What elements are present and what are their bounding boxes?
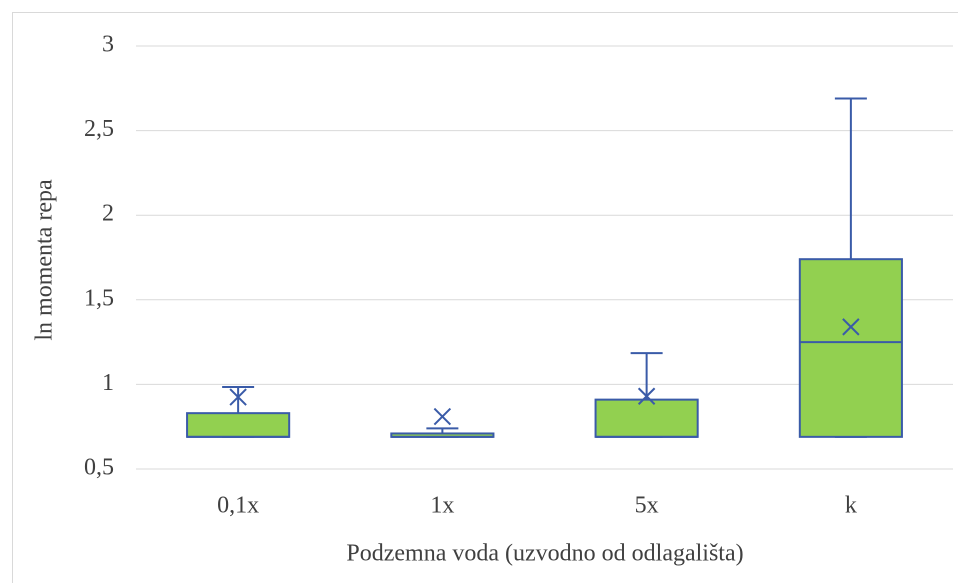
mean-marker <box>433 407 452 426</box>
y-tick-label: 2,5 <box>84 116 114 142</box>
y-tick-label: 0,5 <box>84 455 114 481</box>
x-tick-label: 5x <box>635 493 659 519</box>
x-axis-label: Podzemna voda (uzvodno od odlagališta) <box>346 541 743 567</box>
y-axis-label: ln momenta repa <box>32 179 58 341</box>
mean-marker <box>637 387 656 405</box>
box <box>594 398 699 438</box>
box <box>798 258 903 438</box>
y-tick-label: 2 <box>102 201 114 227</box>
y-tick-label: 3 <box>102 32 114 58</box>
mean-marker <box>842 318 860 336</box>
y-tick-label: 1 <box>102 370 114 396</box>
x-tick-label: k <box>845 493 857 519</box>
mean-marker <box>229 388 247 406</box>
x-tick-label: 0,1x <box>217 493 259 519</box>
y-tick-label: 1,5 <box>84 285 114 311</box>
x-tick-label: 1x <box>430 493 454 519</box>
chart-border <box>12 12 958 583</box>
box <box>186 412 291 438</box>
